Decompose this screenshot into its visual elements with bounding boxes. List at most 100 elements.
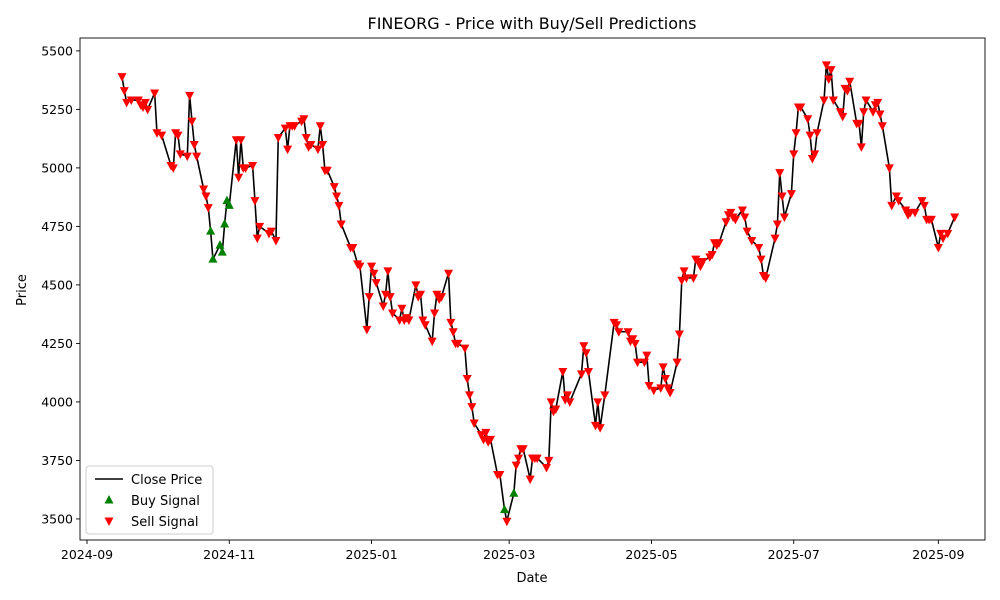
sell-signal-marker xyxy=(747,236,757,246)
sell-signal-marker xyxy=(642,351,652,361)
sell-signal-marker xyxy=(378,302,388,311)
sell-signal-marker xyxy=(901,206,911,216)
sell-signal-marker xyxy=(532,454,542,464)
y-tick-label: 3750 xyxy=(41,453,73,468)
sell-signal-marker xyxy=(649,386,659,396)
sell-signal-marker xyxy=(714,239,724,248)
buy-signal-marker xyxy=(500,504,510,514)
sell-signal-marker xyxy=(348,243,358,253)
sell-signal-marker xyxy=(201,192,211,201)
y-tick-label: 5250 xyxy=(41,102,73,117)
sell-signal-marker xyxy=(236,136,246,145)
sell-signal-marker xyxy=(168,164,178,173)
sell-signal-marker xyxy=(248,162,258,171)
sell-signal-marker xyxy=(838,112,848,122)
sell-signal-marker xyxy=(665,389,675,398)
sell-signal-marker xyxy=(835,108,845,117)
buy-signal-marker xyxy=(217,247,227,256)
sell-signal-marker xyxy=(367,262,377,272)
sell-signal-marker xyxy=(266,227,276,237)
sell-signal-marker xyxy=(644,382,654,391)
sell-signal-marker xyxy=(546,398,556,407)
sell-signal-marker xyxy=(518,445,528,454)
sell-signal-marker xyxy=(334,201,344,211)
sell-signal-marker xyxy=(551,405,561,414)
sell-signal-marker xyxy=(140,98,150,108)
sell-signal-marker xyxy=(628,335,638,344)
x-tick-label: 2025-07 xyxy=(768,547,820,562)
legend-box xyxy=(85,465,214,535)
sell-signal-marker xyxy=(875,110,885,120)
sell-signal-marker xyxy=(364,293,374,302)
sell-signal-marker xyxy=(313,145,323,155)
sell-signal-marker xyxy=(420,321,430,330)
buy-signal-marker xyxy=(208,254,218,263)
sell-signal-marker xyxy=(681,274,691,283)
sell-signal-marker xyxy=(444,269,454,279)
sell-signal-marker xyxy=(446,318,456,328)
sell-signal-marker xyxy=(173,131,183,141)
sell-signal-marker xyxy=(385,293,395,302)
sell-signal-marker xyxy=(152,129,162,138)
sell-signal-marker xyxy=(726,208,736,218)
sell-signal-marker xyxy=(143,105,153,115)
sell-signal-marker xyxy=(117,73,127,82)
legend-sell-swatch xyxy=(104,517,114,526)
sell-signal-marker xyxy=(427,337,437,347)
sell-signal-marker xyxy=(322,166,332,176)
sell-signal-marker xyxy=(677,276,687,286)
x-tick-label: 2024-09 xyxy=(61,547,113,562)
y-tick-label: 4250 xyxy=(41,336,73,351)
buy-signal-marker xyxy=(220,219,230,228)
buy-signal-marker xyxy=(509,488,519,497)
sell-signal-marker xyxy=(336,220,346,230)
x-tick-label: 2025-03 xyxy=(483,547,535,562)
x-tick-label: 2025-01 xyxy=(345,547,397,562)
sell-signal-marker xyxy=(252,234,262,244)
sell-signal-marker xyxy=(362,325,372,335)
sell-signal-marker xyxy=(933,243,943,253)
y-tick-label: 3500 xyxy=(41,511,73,526)
sell-signal-marker xyxy=(175,150,185,159)
sell-signal-marker xyxy=(182,152,192,162)
sell-signal-marker xyxy=(611,321,621,330)
sell-signal-marker xyxy=(854,119,864,129)
sell-signal-marker xyxy=(185,91,195,101)
sell-signal-marker xyxy=(926,215,936,225)
sell-signal-marker xyxy=(437,293,447,302)
sell-signal-marker xyxy=(383,267,393,276)
sell-signal-marker xyxy=(119,87,129,96)
sell-signal-marker xyxy=(819,96,829,106)
sell-signal-marker xyxy=(812,129,822,138)
sell-signal-marker xyxy=(698,258,708,267)
x-tick-label: 2025-09 xyxy=(912,547,964,562)
sell-signal-marker xyxy=(329,183,339,192)
sell-signal-marker xyxy=(660,375,670,384)
y-axis-label: Price xyxy=(15,274,30,306)
sell-signal-marker xyxy=(756,255,766,265)
sell-signal-marker xyxy=(476,431,486,440)
sell-signal-marker xyxy=(397,304,407,314)
sell-signal-marker xyxy=(873,98,883,108)
sell-signal-marker xyxy=(203,204,213,213)
sell-signal-marker xyxy=(663,384,673,393)
sell-signal-marker xyxy=(404,316,414,326)
sell-signal-marker xyxy=(467,403,477,412)
x-axis-label: Date xyxy=(516,571,547,586)
sell-signal-marker xyxy=(950,213,960,223)
sell-signal-marker xyxy=(805,131,815,141)
sell-signal-marker xyxy=(290,122,300,131)
sell-signal-marker xyxy=(565,398,575,407)
sell-signal-marker xyxy=(721,218,731,227)
sell-signal-marker xyxy=(761,274,771,283)
sell-signal-marker xyxy=(868,108,878,117)
sell-signal-marker xyxy=(495,470,505,480)
sell-signal-marker xyxy=(301,133,311,143)
sell-signal-marker xyxy=(460,344,470,354)
sell-signal-marker xyxy=(157,131,167,141)
sell-signal-marker xyxy=(658,363,668,372)
buy-signal-marker xyxy=(215,240,225,249)
sell-signal-marker xyxy=(469,419,479,428)
sell-signal-marker xyxy=(779,213,789,223)
sell-signal-marker xyxy=(943,229,953,239)
